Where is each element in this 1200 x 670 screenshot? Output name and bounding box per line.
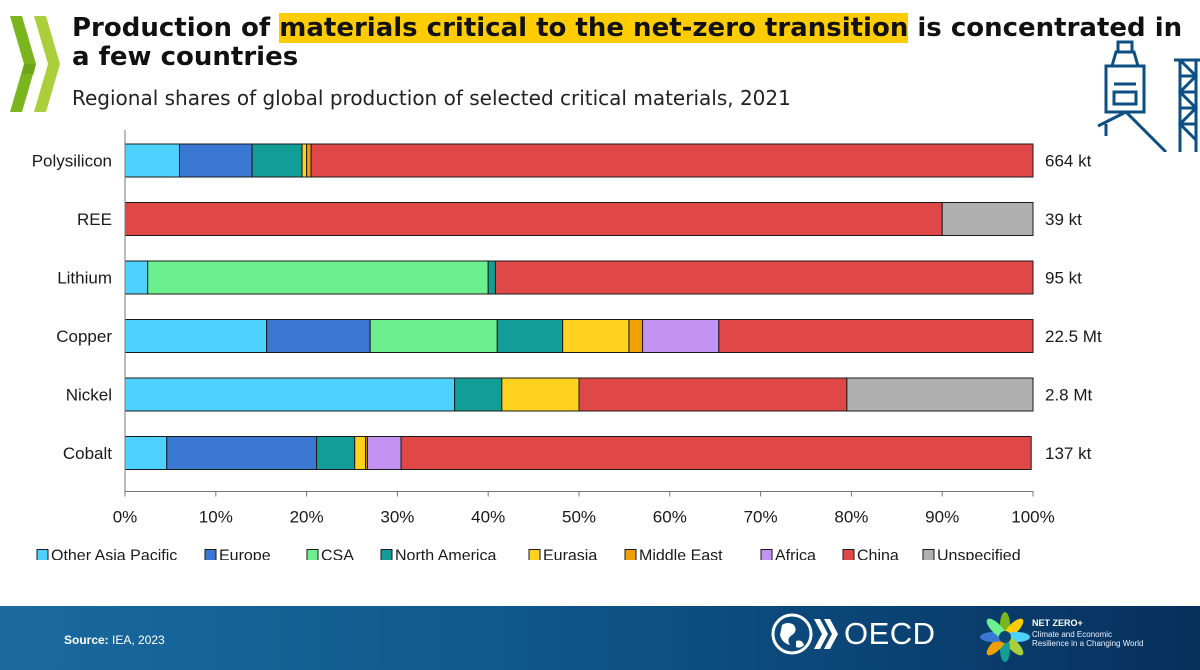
bar-segment-polysilicon-5 [306,143,312,178]
bar-segment-cobalt-0 [124,436,168,470]
x-tick-label: 80% [834,508,868,527]
category-label: REE [77,210,112,229]
source-text: IEA, 2023 [108,633,165,647]
netzero-subtitle: Climate and Economic Resilience in a Chan… [1032,630,1143,648]
bar-segment-copper-1 [266,319,371,353]
bar-segment-ree-7 [124,202,943,236]
title-highlight: materials critical to the net-zero trans… [279,13,909,43]
total-label: 95 kt [1045,269,1082,288]
legend-label: Unspecified [937,548,1021,561]
legend-swatch [624,549,637,560]
legend-swatch [842,549,855,560]
bar-segment-ree-8 [941,202,1034,236]
bar-segment-copper-5 [628,319,644,353]
source-note: Source: IEA, 2023 [64,633,165,647]
bar-segment-cobalt-6 [366,436,402,470]
bar-segment-nickel-3 [454,377,503,412]
category-label: Nickel [66,386,112,405]
bar-segment-nickel-7 [578,377,848,412]
bar-segment-cobalt-7 [400,436,1032,470]
bar-segment-polysilicon-1 [178,143,253,178]
legend-label: CSA [321,548,354,561]
mine-structure-icon [1097,40,1200,152]
bar-segment-copper-2 [369,319,498,353]
chevron-logo-icon [10,16,60,112]
oecd-globe-icon [771,613,838,655]
bar-segment-cobalt-3 [316,436,356,470]
bar-segment-copper-6 [642,319,720,353]
bar-segment-polysilicon-0 [124,143,180,178]
legend-swatch [760,549,773,560]
x-tick-label: 100% [1011,508,1054,527]
category-label: Cobalt [63,444,112,463]
legend-label: Africa [775,548,816,561]
category-label: Polysilicon [32,152,112,171]
legend-label: Middle East [639,548,723,561]
bar-segment-nickel-8 [846,377,1034,412]
legend-label: Other Asia Pacific [51,548,177,561]
bar-segment-polysilicon-3 [251,143,303,178]
netzero-flower-icon [980,612,1030,662]
total-label: 664 kt [1045,152,1092,171]
netzero-sub-line1: Climate and Economic [1032,630,1113,639]
netzero-logo: NET ZERO+ Climate and Economic Resilience… [980,612,1180,666]
legend-swatch [204,549,217,560]
total-label: 22.5 Mt [1045,327,1102,346]
x-tick-label: 20% [290,508,324,527]
total-label: 137 kt [1045,444,1092,463]
stacked-bar-chart: Polysilicon 664 kt REE 39 kt Lithium 95 kt Cop… [32,130,1102,561]
bar-segment-nickel-0 [124,377,456,412]
total-label: 39 kt [1045,210,1082,229]
footer-band: Source: IEA, 2023 OECD NET ZERO [0,606,1200,670]
category-label: Copper [56,327,112,346]
page-title: Production of materials critical to the … [72,13,1192,72]
oecd-wordmark: OECD [844,616,936,651]
x-tick-label: 90% [925,508,959,527]
bar-segment-lithium-7 [494,260,1034,295]
source-label: Source: [64,633,109,647]
bar-segment-copper-7 [718,319,1034,353]
bar-segment-cobalt-4 [354,436,367,470]
page-subtitle: Regional shares of global production of … [72,86,791,110]
x-tick-label: 50% [562,508,596,527]
title-end: is concentrated in a few countries [72,13,1183,72]
legend-swatch [380,549,393,560]
legend-label: Eurasia [543,548,597,561]
legend-label: North America [395,548,496,561]
legend-label: Europe [219,548,271,561]
x-tick-label: 10% [199,508,233,527]
x-tick-label: 30% [380,508,414,527]
bar-segment-lithium-2 [147,260,489,295]
netzero-title: NET ZERO+ [1032,618,1083,628]
bar-segment-lithium-3 [487,260,496,295]
x-tick-label: 70% [744,508,778,527]
legend-swatch [922,549,935,560]
bar-segment-lithium-0 [124,260,149,295]
oecd-logo: OECD [770,608,936,660]
bar-segment-polysilicon-4 [301,143,308,178]
total-label: 2.8 Mt [1045,386,1093,405]
bar-segment-cobalt-1 [166,436,318,470]
bar-segment-copper-3 [496,319,564,353]
x-tick-label: 0% [113,508,138,527]
bar-segment-polysilicon-7 [310,143,1034,178]
bar-segment-nickel-4 [501,377,580,412]
x-tick-label: 60% [653,508,687,527]
bar-segment-copper-4 [562,319,630,353]
legend-swatch [528,549,541,560]
legend-swatch [36,549,49,560]
category-label: Lithium [57,269,112,288]
bar-segment-copper-0 [124,319,268,353]
legend-label: China [857,548,899,561]
netzero-sub-line2: Resilience in a Changing World [1032,639,1144,648]
x-tick-label: 40% [471,508,505,527]
legend-swatch [306,549,319,560]
title-start: Production of [72,13,280,43]
